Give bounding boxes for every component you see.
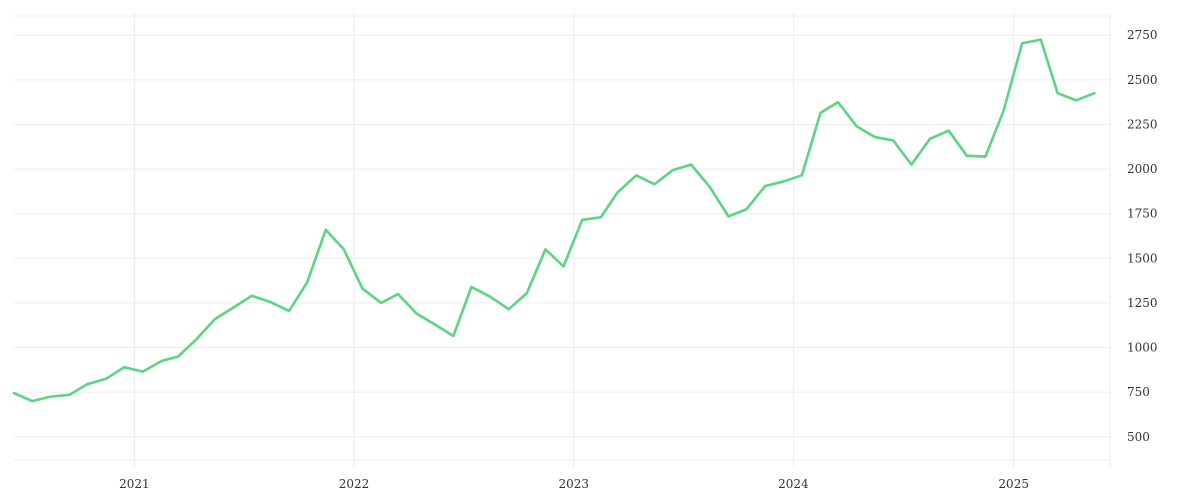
- y-tick-label: 500: [1127, 430, 1150, 444]
- x-tick-label: 2023: [558, 477, 589, 491]
- series-layer: [12, 38, 1096, 403]
- y-tick-label: 2750: [1127, 28, 1158, 42]
- grid: [14, 12, 1111, 468]
- x-tick-label: 2025: [998, 477, 1029, 491]
- y-tick-label: 2250: [1127, 117, 1158, 131]
- x-tick-label: 2022: [339, 477, 370, 491]
- y-tick-label: 2500: [1127, 73, 1158, 87]
- x-axis: 2021 2022 2023 2024 2025: [119, 477, 1029, 491]
- y-axis: 500 750 1000 1250 1500 1750 2000 2250 2500 2750: [1127, 28, 1158, 444]
- y-tick-label: 1250: [1127, 296, 1158, 310]
- y-tick-label: 2000: [1127, 162, 1158, 176]
- y-tick-label: 1000: [1127, 341, 1158, 355]
- x-tick-label: 2024: [778, 477, 809, 491]
- series-line: [12, 38, 1096, 403]
- y-tick-label: 1500: [1127, 251, 1158, 265]
- y-tick-label: 1750: [1127, 207, 1158, 221]
- y-tick-label: 750: [1127, 385, 1150, 399]
- x-tick-label: 2021: [119, 477, 150, 491]
